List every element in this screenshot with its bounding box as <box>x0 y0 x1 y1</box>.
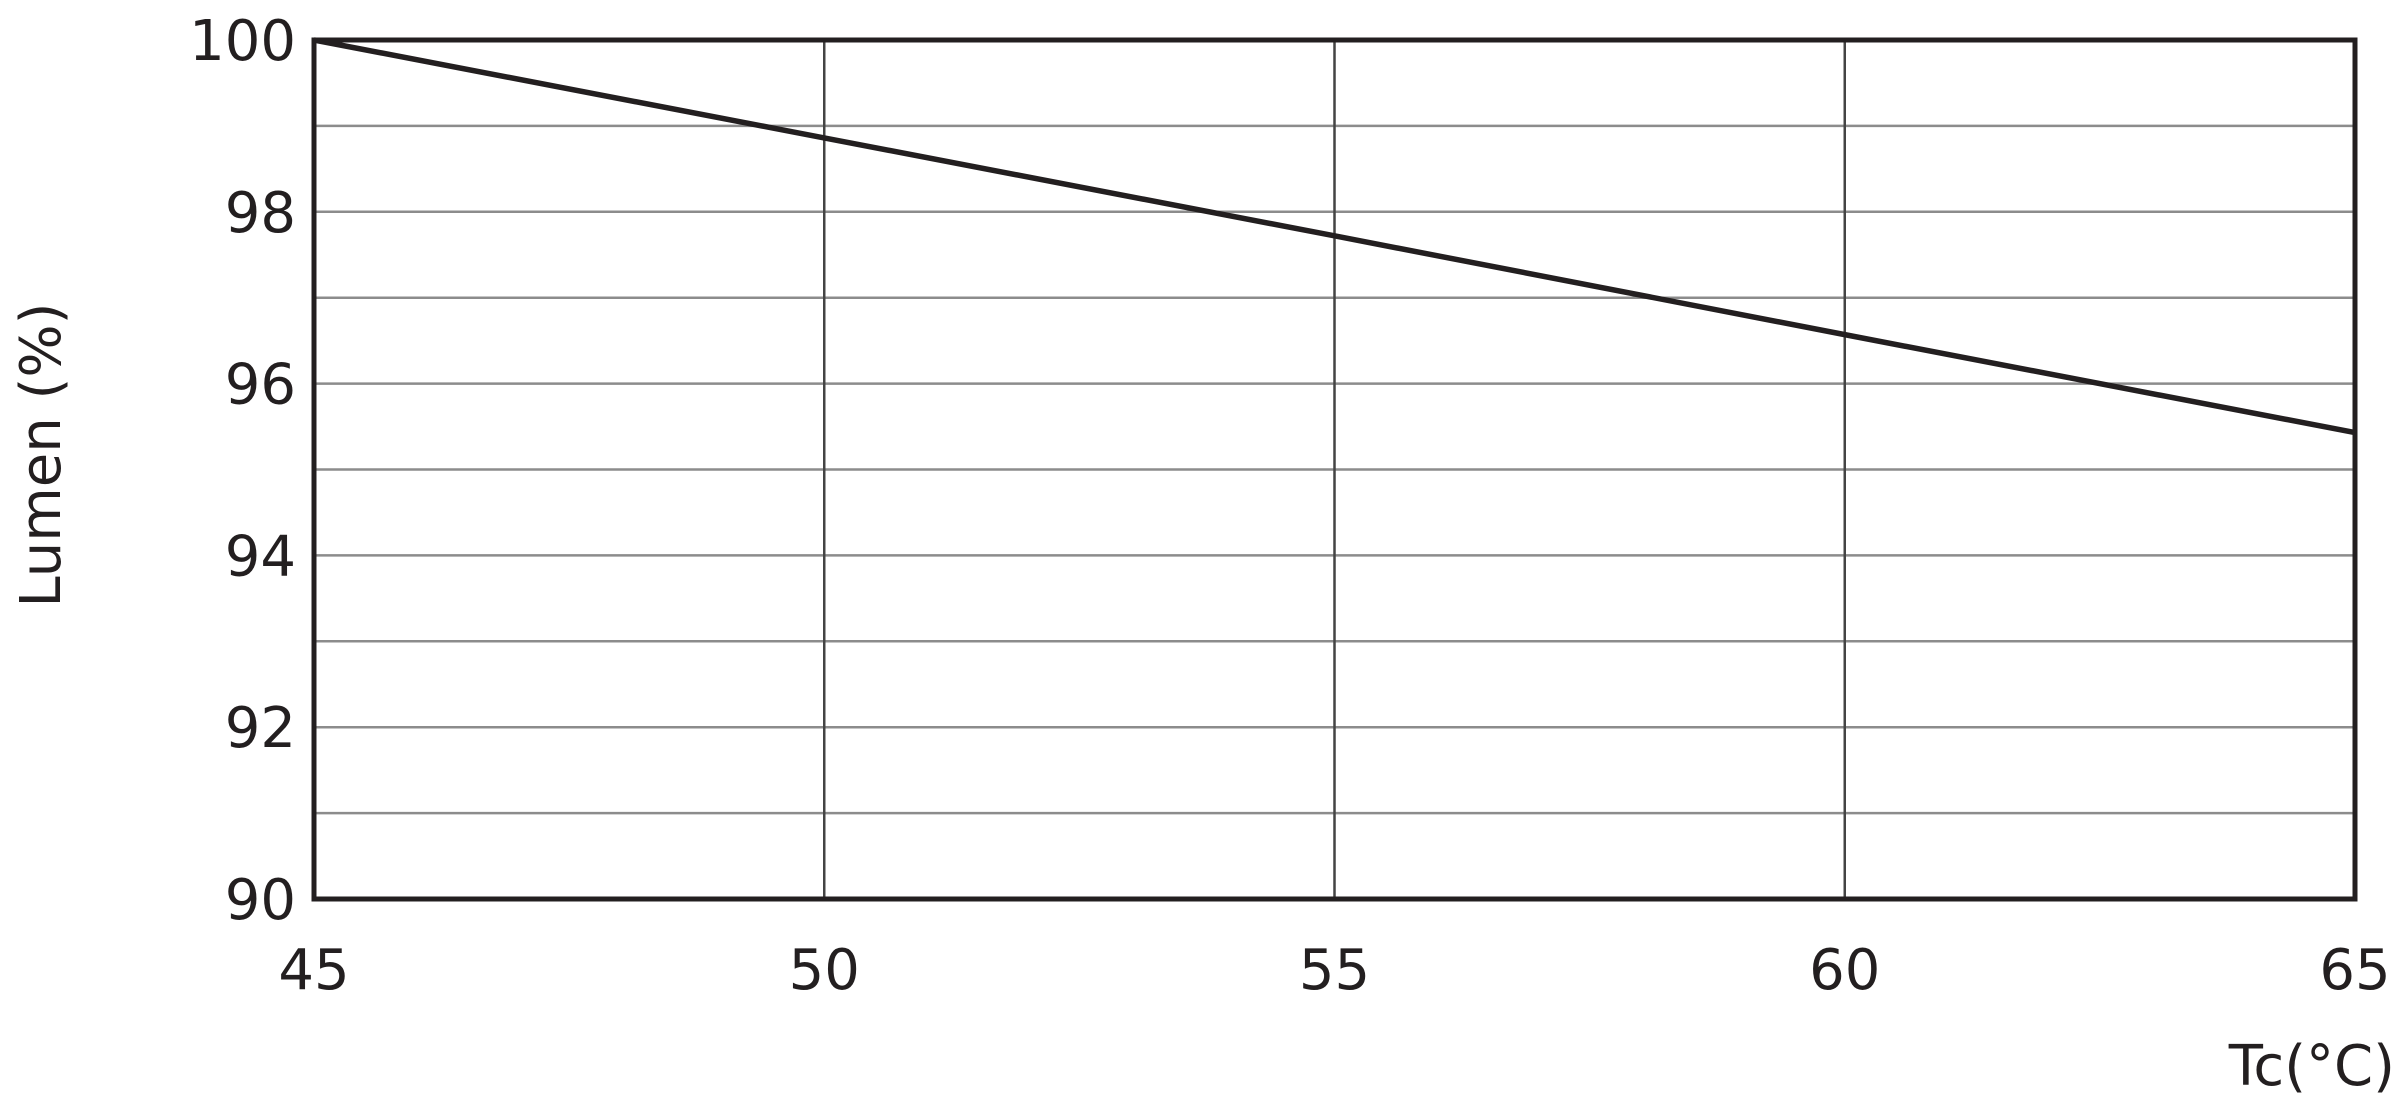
x-tick-label: 50 <box>789 938 860 1003</box>
y-axis-label: Lumen (%) <box>9 303 74 608</box>
y-tick-label: 98 <box>225 181 296 246</box>
series-group <box>313 37 2356 436</box>
y-tick-label: 90 <box>225 868 296 933</box>
x-tick-label: 60 <box>1809 938 1880 1003</box>
grid-lines <box>314 40 2355 899</box>
x-tick-label: 65 <box>2319 938 2390 1003</box>
series-line-0 <box>313 37 2356 436</box>
x-tick-label: 55 <box>1299 938 1370 1003</box>
y-tick-label: 100 <box>189 9 296 74</box>
x-tick-labels: 45 50 55 60 65 <box>278 938 2390 1003</box>
y-tick-label: 96 <box>225 353 296 418</box>
x-axis-label: Tc(°C) <box>2228 1034 2395 1099</box>
plot-frame <box>311 37 2358 902</box>
y-tick-label: 92 <box>225 696 296 761</box>
x-tick-label: 45 <box>278 938 349 1003</box>
y-tick-label: 94 <box>225 524 296 589</box>
y-tick-labels: 90 92 94 96 98 100 <box>189 9 296 933</box>
